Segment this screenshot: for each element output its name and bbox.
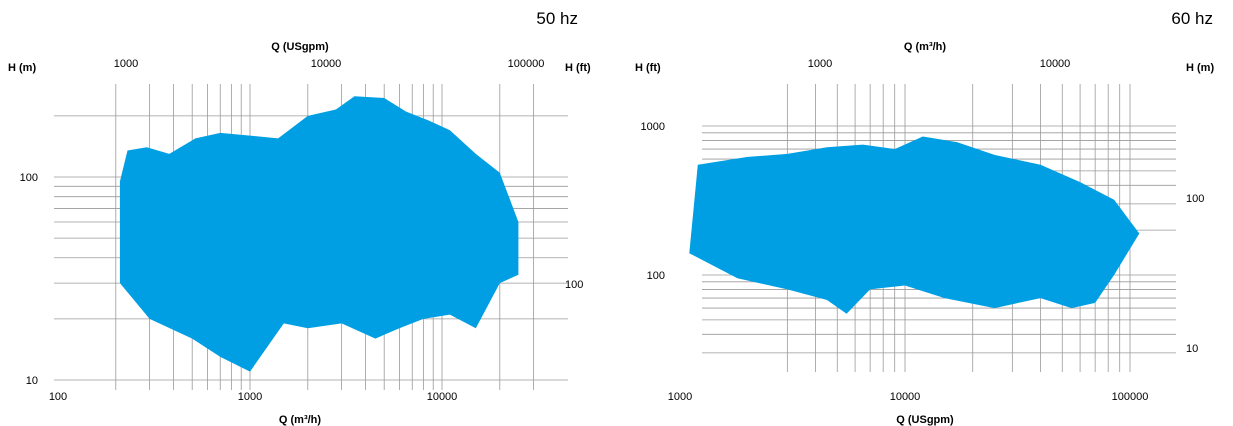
top-tick-label: 1000 — [808, 58, 832, 70]
coverage-area — [119, 96, 519, 372]
right-axis-title-50hz: H (ft) — [565, 62, 591, 74]
bottom-axis-title-50hz: Q (m³/h) — [279, 414, 321, 426]
left-tick-label: 100 — [647, 270, 665, 282]
bottom-tick-label: 10000 — [427, 391, 458, 403]
top-tick-label: 1000 — [114, 58, 138, 70]
tick-labels-50hz: 100 1000 10000 1000 10000 100000 100 10 100 — [20, 58, 584, 403]
left-tick-label: 100 — [20, 172, 38, 184]
top-axis-title-50hz: Q (USgpm) — [271, 41, 329, 53]
tick-labels-60hz: 1000 10000 100000 1000 10000 1000 100 100 10 — [641, 58, 1205, 403]
right-tick-label: 100 — [1186, 193, 1204, 205]
left-axis-title-50hz: H (m) — [8, 62, 36, 74]
bottom-axis-title-60hz: Q (USgpm) — [896, 414, 954, 426]
top-tick-label: 100000 — [508, 58, 545, 70]
left-tick-label: 1000 — [641, 121, 665, 133]
top-tick-label: 10000 — [311, 58, 342, 70]
coverage-area — [689, 136, 1140, 314]
top-axis-title-60hz: Q (m³/h) — [904, 41, 946, 53]
coverage-area-50hz — [119, 96, 519, 372]
left-tick-label: 10 — [26, 375, 38, 387]
frequency-label-60hz: 60 hz — [1171, 9, 1213, 28]
right-axis-title-60hz: H (m) — [1186, 62, 1214, 74]
coverage-area-60hz — [689, 136, 1140, 314]
bottom-tick-label: 10000 — [890, 391, 921, 403]
frequency-label-50hz: 50 hz — [536, 9, 578, 28]
bottom-tick-label: 1000 — [238, 391, 262, 403]
right-tick-label: 100 — [565, 279, 583, 291]
chart-50hz: 50 hz Q (USgpm) H (m) H (ft) Q (m³/h) 10… — [8, 9, 591, 426]
bottom-tick-label: 100000 — [1112, 391, 1149, 403]
bottom-tick-label: 100 — [49, 391, 67, 403]
right-tick-label: 10 — [1186, 343, 1198, 355]
top-tick-label: 10000 — [1040, 58, 1071, 70]
bottom-tick-label: 1000 — [668, 391, 692, 403]
chart-60hz: 60 hz Q (m³/h) H (ft) H (m) Q (USgpm) 10… — [635, 9, 1214, 426]
left-axis-title-60hz: H (ft) — [635, 62, 661, 74]
